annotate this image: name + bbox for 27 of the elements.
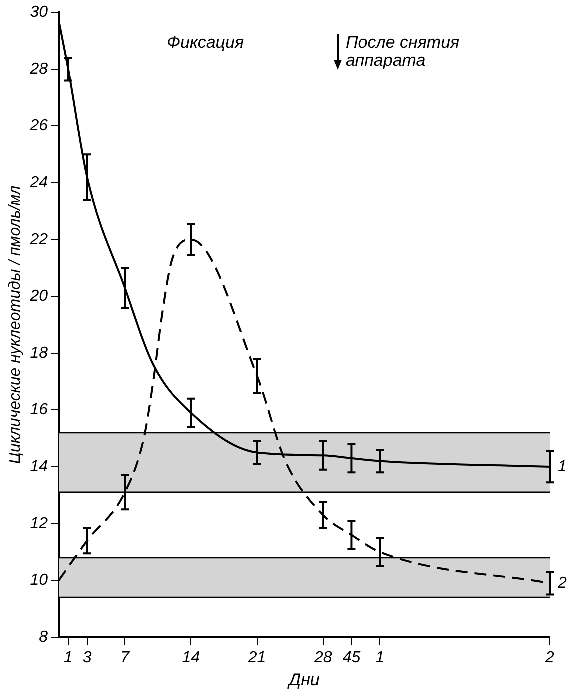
y-tick-label: 14 [30,458,48,476]
y-tick-label: 22 [29,231,48,248]
x-tick-label: 2 [544,649,555,666]
x-tick-label: 21 [247,649,266,666]
annotation: Фиксация [167,33,244,52]
y-tick-label: 20 [29,288,48,306]
annotation: После снятия аппарата [346,33,461,70]
x-tick-label: 1 [64,649,73,666]
y-tick-label: 24 [29,174,48,192]
y-tick-label: 8 [39,628,48,646]
x-tick-label: 3 [82,649,92,666]
y-tick-label: 18 [30,344,48,362]
x-tick-label: 28 [313,649,332,666]
series-label: 1 [558,458,567,476]
x-tick-label: 14 [182,649,200,666]
x-tick-label: 7 [120,649,131,666]
y-tick-label: 26 [29,118,48,135]
series-label: 2 [557,574,567,592]
x-tick-label: 45 [342,649,361,666]
y-axis-title: Циклические нуклеотиды / пмоль/мл [7,186,24,464]
y-tick-label: 16 [30,402,48,419]
y-tick-label: 12 [30,515,48,532]
x-tick-label: 1 [376,649,384,666]
y-tick-label: 28 [29,60,48,78]
y-tick-label: 30 [30,4,48,22]
x-axis-title: Дни [287,670,320,690]
y-tick-label: 10 [30,572,48,590]
